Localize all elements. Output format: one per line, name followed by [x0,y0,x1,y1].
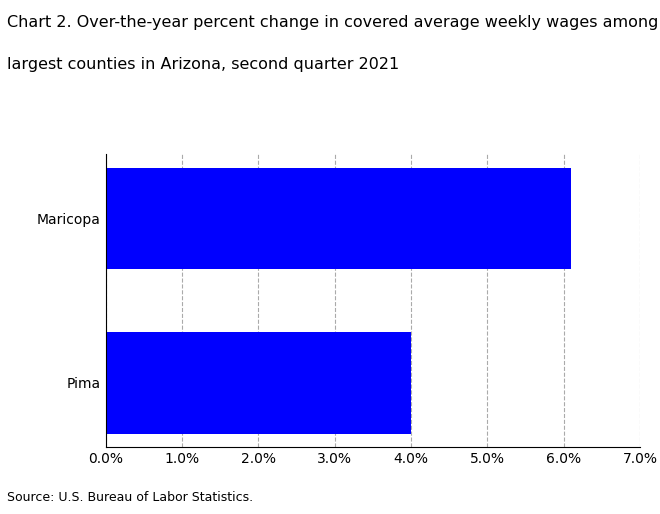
Text: Source: U.S. Bureau of Labor Statistics.: Source: U.S. Bureau of Labor Statistics. [7,491,253,504]
Text: largest counties in Arizona, second quarter 2021: largest counties in Arizona, second quar… [7,57,399,71]
Text: Chart 2. Over-the-year percent change in covered average weekly wages among the: Chart 2. Over-the-year percent change in… [7,15,660,30]
Bar [106,332,411,434]
Bar [106,168,572,269]
